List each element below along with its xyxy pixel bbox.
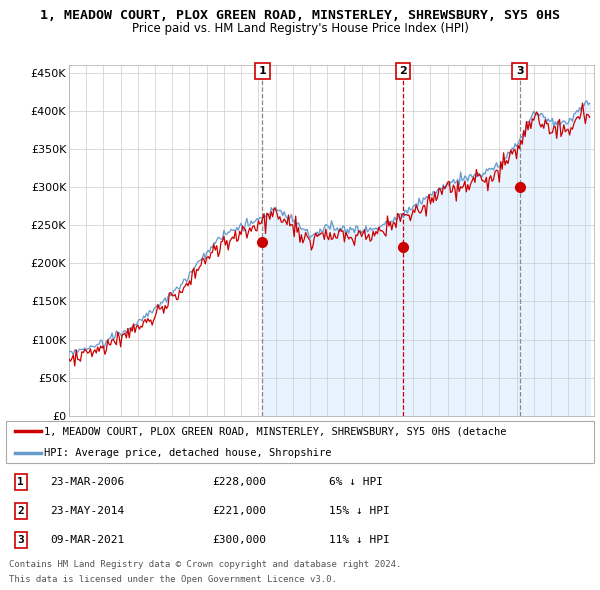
Text: £228,000: £228,000 (212, 477, 266, 487)
Text: This data is licensed under the Open Government Licence v3.0.: This data is licensed under the Open Gov… (9, 575, 337, 584)
Text: £300,000: £300,000 (212, 535, 266, 545)
Text: 2: 2 (17, 506, 24, 516)
Text: 15% ↓ HPI: 15% ↓ HPI (329, 506, 390, 516)
Text: 1: 1 (259, 66, 266, 76)
Text: 2: 2 (399, 66, 407, 76)
Text: 23-MAY-2014: 23-MAY-2014 (50, 506, 124, 516)
Text: Price paid vs. HM Land Registry's House Price Index (HPI): Price paid vs. HM Land Registry's House … (131, 22, 469, 35)
Text: 23-MAR-2006: 23-MAR-2006 (50, 477, 124, 487)
Text: 11% ↓ HPI: 11% ↓ HPI (329, 535, 390, 545)
Text: 1, MEADOW COURT, PLOX GREEN ROAD, MINSTERLEY, SHREWSBURY, SY5 0HS (detache: 1, MEADOW COURT, PLOX GREEN ROAD, MINSTE… (44, 427, 507, 436)
Text: 1: 1 (17, 477, 24, 487)
FancyBboxPatch shape (6, 421, 594, 463)
Text: Contains HM Land Registry data © Crown copyright and database right 2024.: Contains HM Land Registry data © Crown c… (9, 560, 401, 569)
Text: 3: 3 (516, 66, 523, 76)
Text: HPI: Average price, detached house, Shropshire: HPI: Average price, detached house, Shro… (44, 448, 332, 457)
Text: 1, MEADOW COURT, PLOX GREEN ROAD, MINSTERLEY, SHREWSBURY, SY5 0HS: 1, MEADOW COURT, PLOX GREEN ROAD, MINSTE… (40, 9, 560, 22)
Text: £221,000: £221,000 (212, 506, 266, 516)
Text: 09-MAR-2021: 09-MAR-2021 (50, 535, 124, 545)
Text: 6% ↓ HPI: 6% ↓ HPI (329, 477, 383, 487)
Text: 3: 3 (17, 535, 24, 545)
